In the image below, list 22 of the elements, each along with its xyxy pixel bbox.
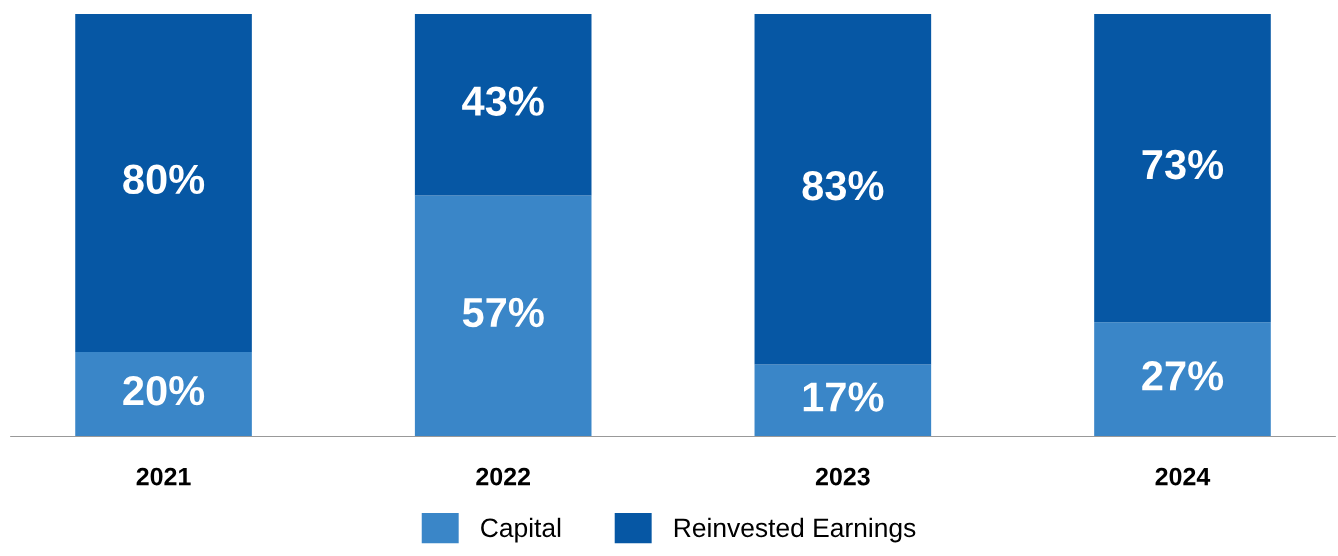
data-label: 57% xyxy=(462,297,544,328)
bar xyxy=(414,195,592,437)
bar xyxy=(75,13,252,352)
bar xyxy=(1094,322,1271,437)
bar xyxy=(75,351,252,437)
bar xyxy=(754,364,932,437)
data-label: 83% xyxy=(802,170,884,201)
bar xyxy=(754,13,932,365)
x-tick-label: 2021 xyxy=(136,467,191,486)
legend-label: Capital xyxy=(481,517,561,543)
data-label: 20% xyxy=(123,375,205,406)
data-label: 80% xyxy=(123,164,205,195)
legend-label: Reinvested Earnings xyxy=(674,517,916,543)
data-label: 27% xyxy=(1142,361,1224,391)
data-label: 43% xyxy=(462,86,544,116)
bar xyxy=(414,13,592,196)
x-tick-label: 2024 xyxy=(1155,467,1211,486)
x-tick-label: 2023 xyxy=(815,467,870,486)
data-label: 73% xyxy=(1142,149,1224,180)
x-tick-label: 2022 xyxy=(476,467,530,486)
data-label: 17% xyxy=(803,382,884,412)
bar xyxy=(1094,13,1271,323)
